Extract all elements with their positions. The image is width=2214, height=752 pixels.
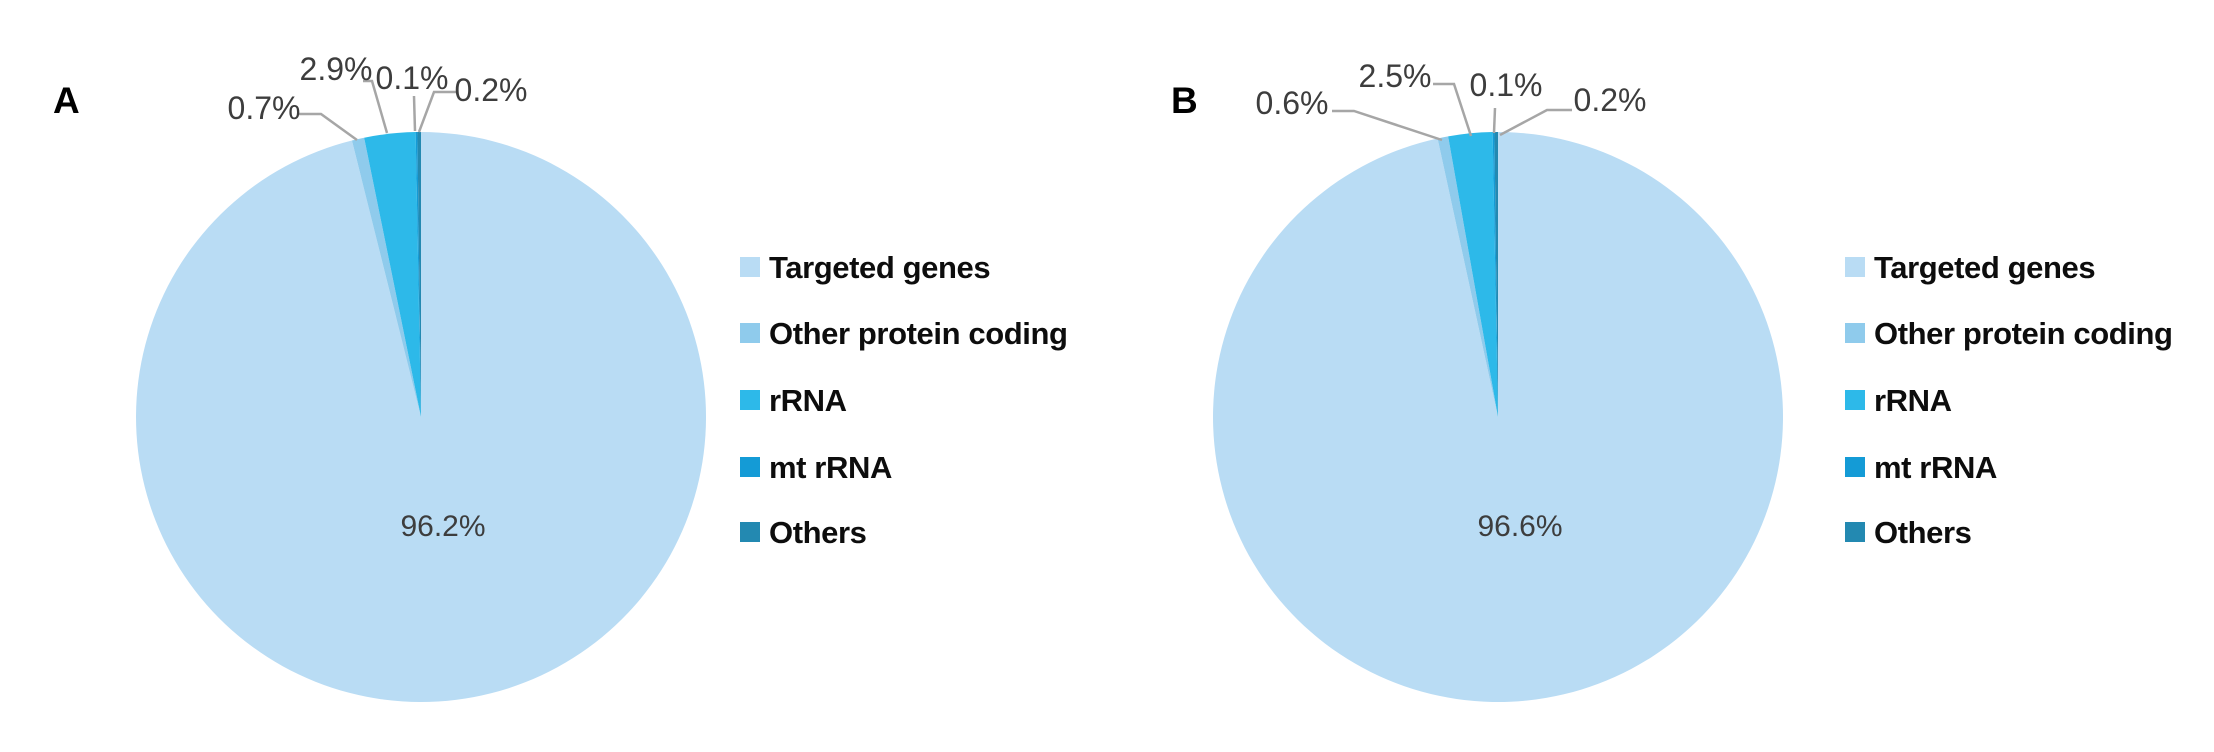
pie-b-slice-other-protein-coding — [1437, 136, 1498, 417]
legend-label: Others — [769, 514, 867, 550]
legend-swatch-other-protein-coding — [1845, 323, 1865, 343]
pie-b-callout-label-rrna: 2.5% — [1358, 58, 1432, 94]
pie-a-slice-mt-rrna — [415, 132, 421, 417]
pie-a-slice-other-protein-coding — [351, 137, 421, 418]
pie-a-slice-targeted-genes — [136, 132, 707, 702]
legend-label: Other protein coding — [769, 315, 1068, 351]
pie-a-callout-label-mt-rrna: 0.1% — [375, 60, 449, 96]
legend-b-item-others: Others — [1845, 512, 1972, 552]
legend-a-item-others: Others — [740, 512, 867, 552]
legend-label: rRNA — [769, 382, 847, 418]
legend-swatch-others — [740, 522, 760, 542]
pie-a-slice-rrna — [364, 132, 421, 418]
pie-b-slice-others — [1494, 131, 1498, 417]
pie-a-leader-line-mt-rrna — [412, 95, 417, 132]
pie-a-leader-line-others — [417, 90, 456, 133]
pie-b-callout-label-mt-rrna: 0.1% — [1469, 67, 1543, 103]
legend-swatch-mt-rrna — [1845, 457, 1865, 477]
pie-a-slice-others — [417, 131, 421, 417]
legend-b-item-mt-rrna: mt rRNA — [1845, 447, 1997, 487]
pie-b-slice-mt-rrna — [1492, 132, 1498, 417]
legend-a-item-rrna: rRNA — [740, 380, 847, 420]
legend-swatch-targeted-genes — [740, 257, 760, 277]
legend-label: mt rRNA — [769, 449, 892, 485]
panel-a-label: A — [53, 80, 80, 121]
pie-a-leader-line-other-protein-coding — [299, 112, 358, 142]
pie-a-main-slice-label: 96.2% — [400, 510, 486, 543]
pie-a-callout-label-rrna: 2.9% — [299, 51, 373, 87]
pie-b-main-slice-label: 96.6% — [1477, 510, 1563, 543]
legend-b-item-rrna: rRNA — [1845, 380, 1952, 420]
panel-b-label: B — [1171, 80, 1198, 121]
legend-label: Others — [1874, 514, 1972, 550]
pie-b-slice-targeted-genes — [1213, 132, 1784, 702]
legend-label: Other protein coding — [1874, 315, 2173, 351]
legend-a-item-mt-rrna: mt rRNA — [740, 447, 892, 487]
legend-label: rRNA — [1874, 382, 1952, 418]
pie-b-leader-line-other-protein-coding — [1332, 109, 1443, 142]
legend-swatch-rrna — [1845, 390, 1865, 410]
pie-a-leader-line-rrna — [363, 79, 389, 134]
legend-swatch-others — [1845, 522, 1865, 542]
legend-b-item-other-protein-coding: Other protein coding — [1845, 313, 2173, 353]
pie-b-callout-label-others: 0.2% — [1573, 82, 1647, 118]
pie-b-slice-rrna — [1448, 132, 1498, 418]
legend-label: Targeted genes — [769, 249, 991, 285]
legend-a-item-other-protein-coding: Other protein coding — [740, 313, 1068, 353]
legend-b-item-targeted-genes: Targeted genes — [1845, 247, 2096, 287]
legend-label: mt rRNA — [1874, 449, 1997, 485]
legend-swatch-other-protein-coding — [740, 323, 760, 343]
pie-b-leader-line-others — [1499, 108, 1572, 137]
pie-a-callout-label-other-protein-coding: 0.7% — [227, 90, 301, 126]
legend-swatch-targeted-genes — [1845, 257, 1865, 277]
legend-swatch-rrna — [740, 390, 760, 410]
pie-b-callout-label-other-protein-coding: 0.6% — [1255, 85, 1329, 121]
legend-swatch-mt-rrna — [740, 457, 760, 477]
legend-a-item-targeted-genes: Targeted genes — [740, 247, 991, 287]
pie-b-leader-line-mt-rrna — [1492, 107, 1497, 134]
pie-b-leader-line-rrna — [1433, 82, 1473, 137]
pie-a-callout-label-others: 0.2% — [454, 72, 528, 108]
legend-label: Targeted genes — [1874, 249, 2096, 285]
